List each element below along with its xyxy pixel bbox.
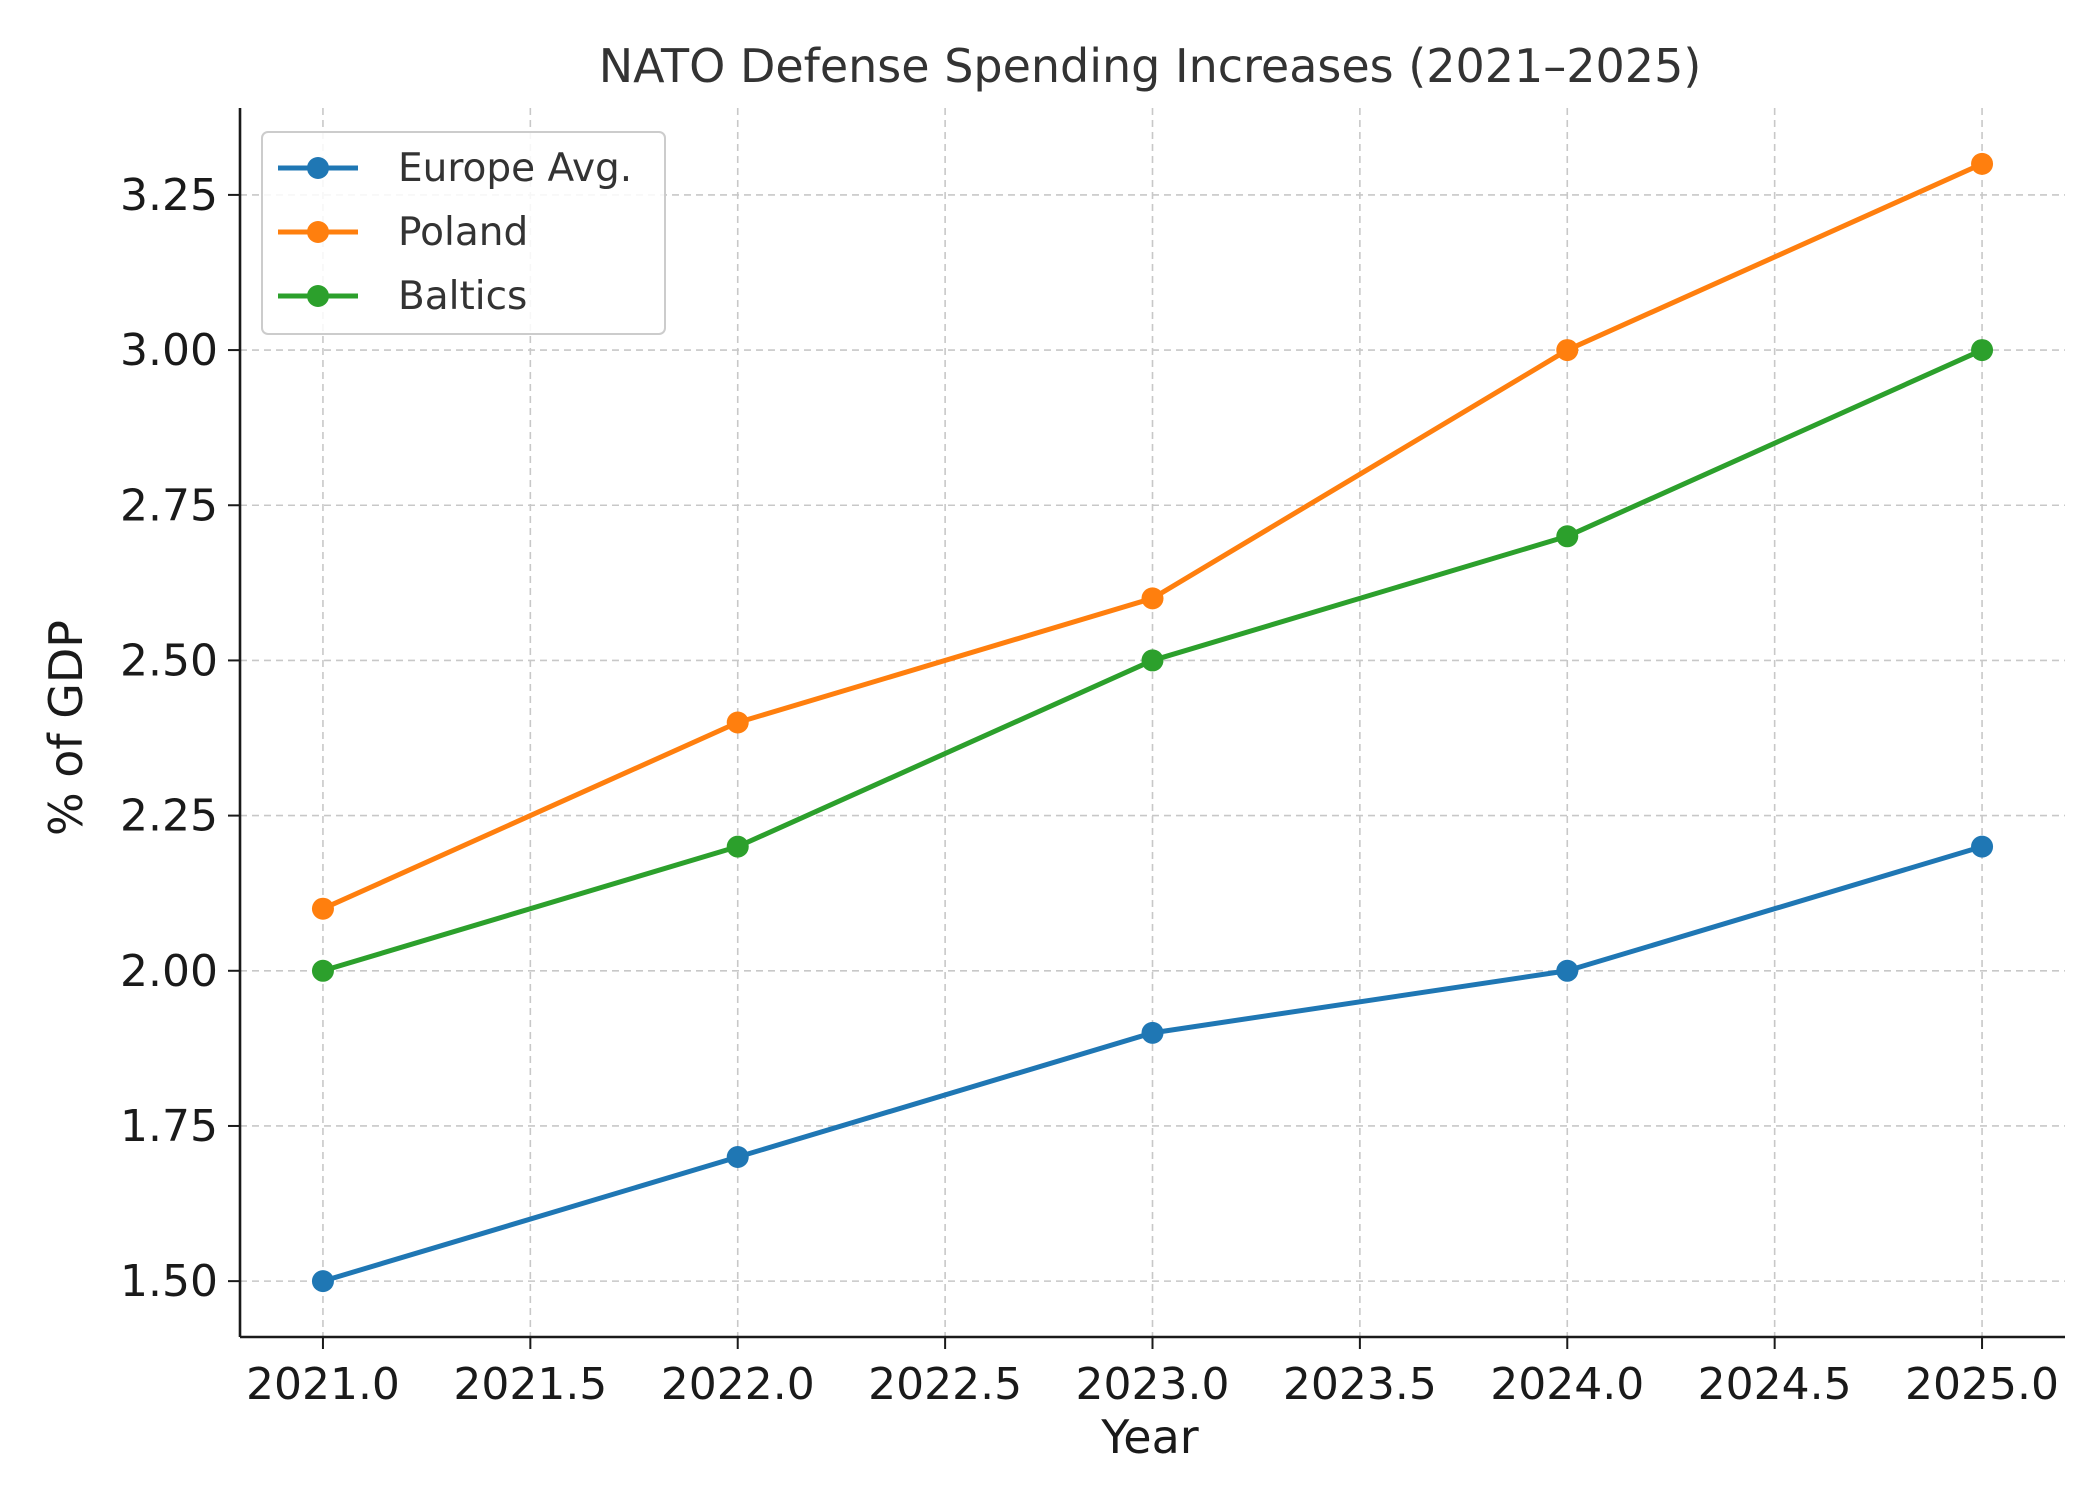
data-point-baltics <box>311 959 334 982</box>
legend: Europe Avg. Poland Baltics <box>261 131 666 335</box>
legend-marker-swatch <box>307 157 329 179</box>
y-axis-title: % of GDP <box>39 620 93 836</box>
data-point-poland <box>1971 152 1994 175</box>
y-tick-label: 2.00 <box>120 946 218 997</box>
legend-label: Baltics <box>398 274 527 319</box>
data-point-europe-avg <box>1556 959 1579 982</box>
x-tick-label: 2024.5 <box>1698 1359 1852 1410</box>
legend-label: Europe Avg. <box>398 146 632 191</box>
y-tick-label: 3.25 <box>120 170 218 221</box>
series-layer <box>311 152 1994 1293</box>
x-axis-title: Year <box>1100 1410 1198 1464</box>
data-point-baltics <box>1141 649 1164 672</box>
x-tick-label: 2022.0 <box>661 1359 815 1410</box>
chart-title: NATO Defense Spending Increases (2021–20… <box>599 39 1702 93</box>
data-point-poland <box>311 897 334 920</box>
y-tick-label: 1.75 <box>120 1101 218 1152</box>
data-point-baltics <box>1971 339 1994 362</box>
legend-box <box>261 131 666 335</box>
y-tick-label: 2.50 <box>120 635 218 686</box>
ticks: 2021.0 2021.5 2022.0 2022.5 2023.0 2023.5 2024… <box>120 170 2059 1410</box>
y-tick-label: 2.75 <box>120 480 218 531</box>
x-tick-label: 2023.5 <box>1283 1359 1437 1410</box>
data-point-europe-avg <box>1971 835 1994 858</box>
x-tick-label: 2025.0 <box>1905 1359 2059 1410</box>
y-tick-label: 2.25 <box>120 791 218 842</box>
y-tick-label: 3.00 <box>120 325 218 376</box>
data-point-europe-avg <box>311 1270 334 1293</box>
x-tick-label: 2022.5 <box>868 1359 1022 1410</box>
data-point-baltics <box>726 835 749 858</box>
data-point-poland <box>1556 339 1579 362</box>
data-point-europe-avg <box>1141 1021 1164 1044</box>
x-tick-label: 2021.5 <box>453 1359 607 1410</box>
x-tick-label: 2021.0 <box>246 1359 400 1410</box>
legend-marker-swatch <box>307 221 329 243</box>
data-point-europe-avg <box>726 1145 749 1168</box>
legend-marker-swatch <box>307 285 329 307</box>
data-point-poland <box>726 711 749 734</box>
y-tick-label: 1.50 <box>120 1256 218 1307</box>
legend-label: Poland <box>398 210 528 255</box>
data-point-poland <box>1141 587 1164 610</box>
x-tick-label: 2023.0 <box>1076 1359 1230 1410</box>
x-tick-label: 2024.0 <box>1490 1359 1644 1410</box>
data-point-baltics <box>1556 525 1579 548</box>
